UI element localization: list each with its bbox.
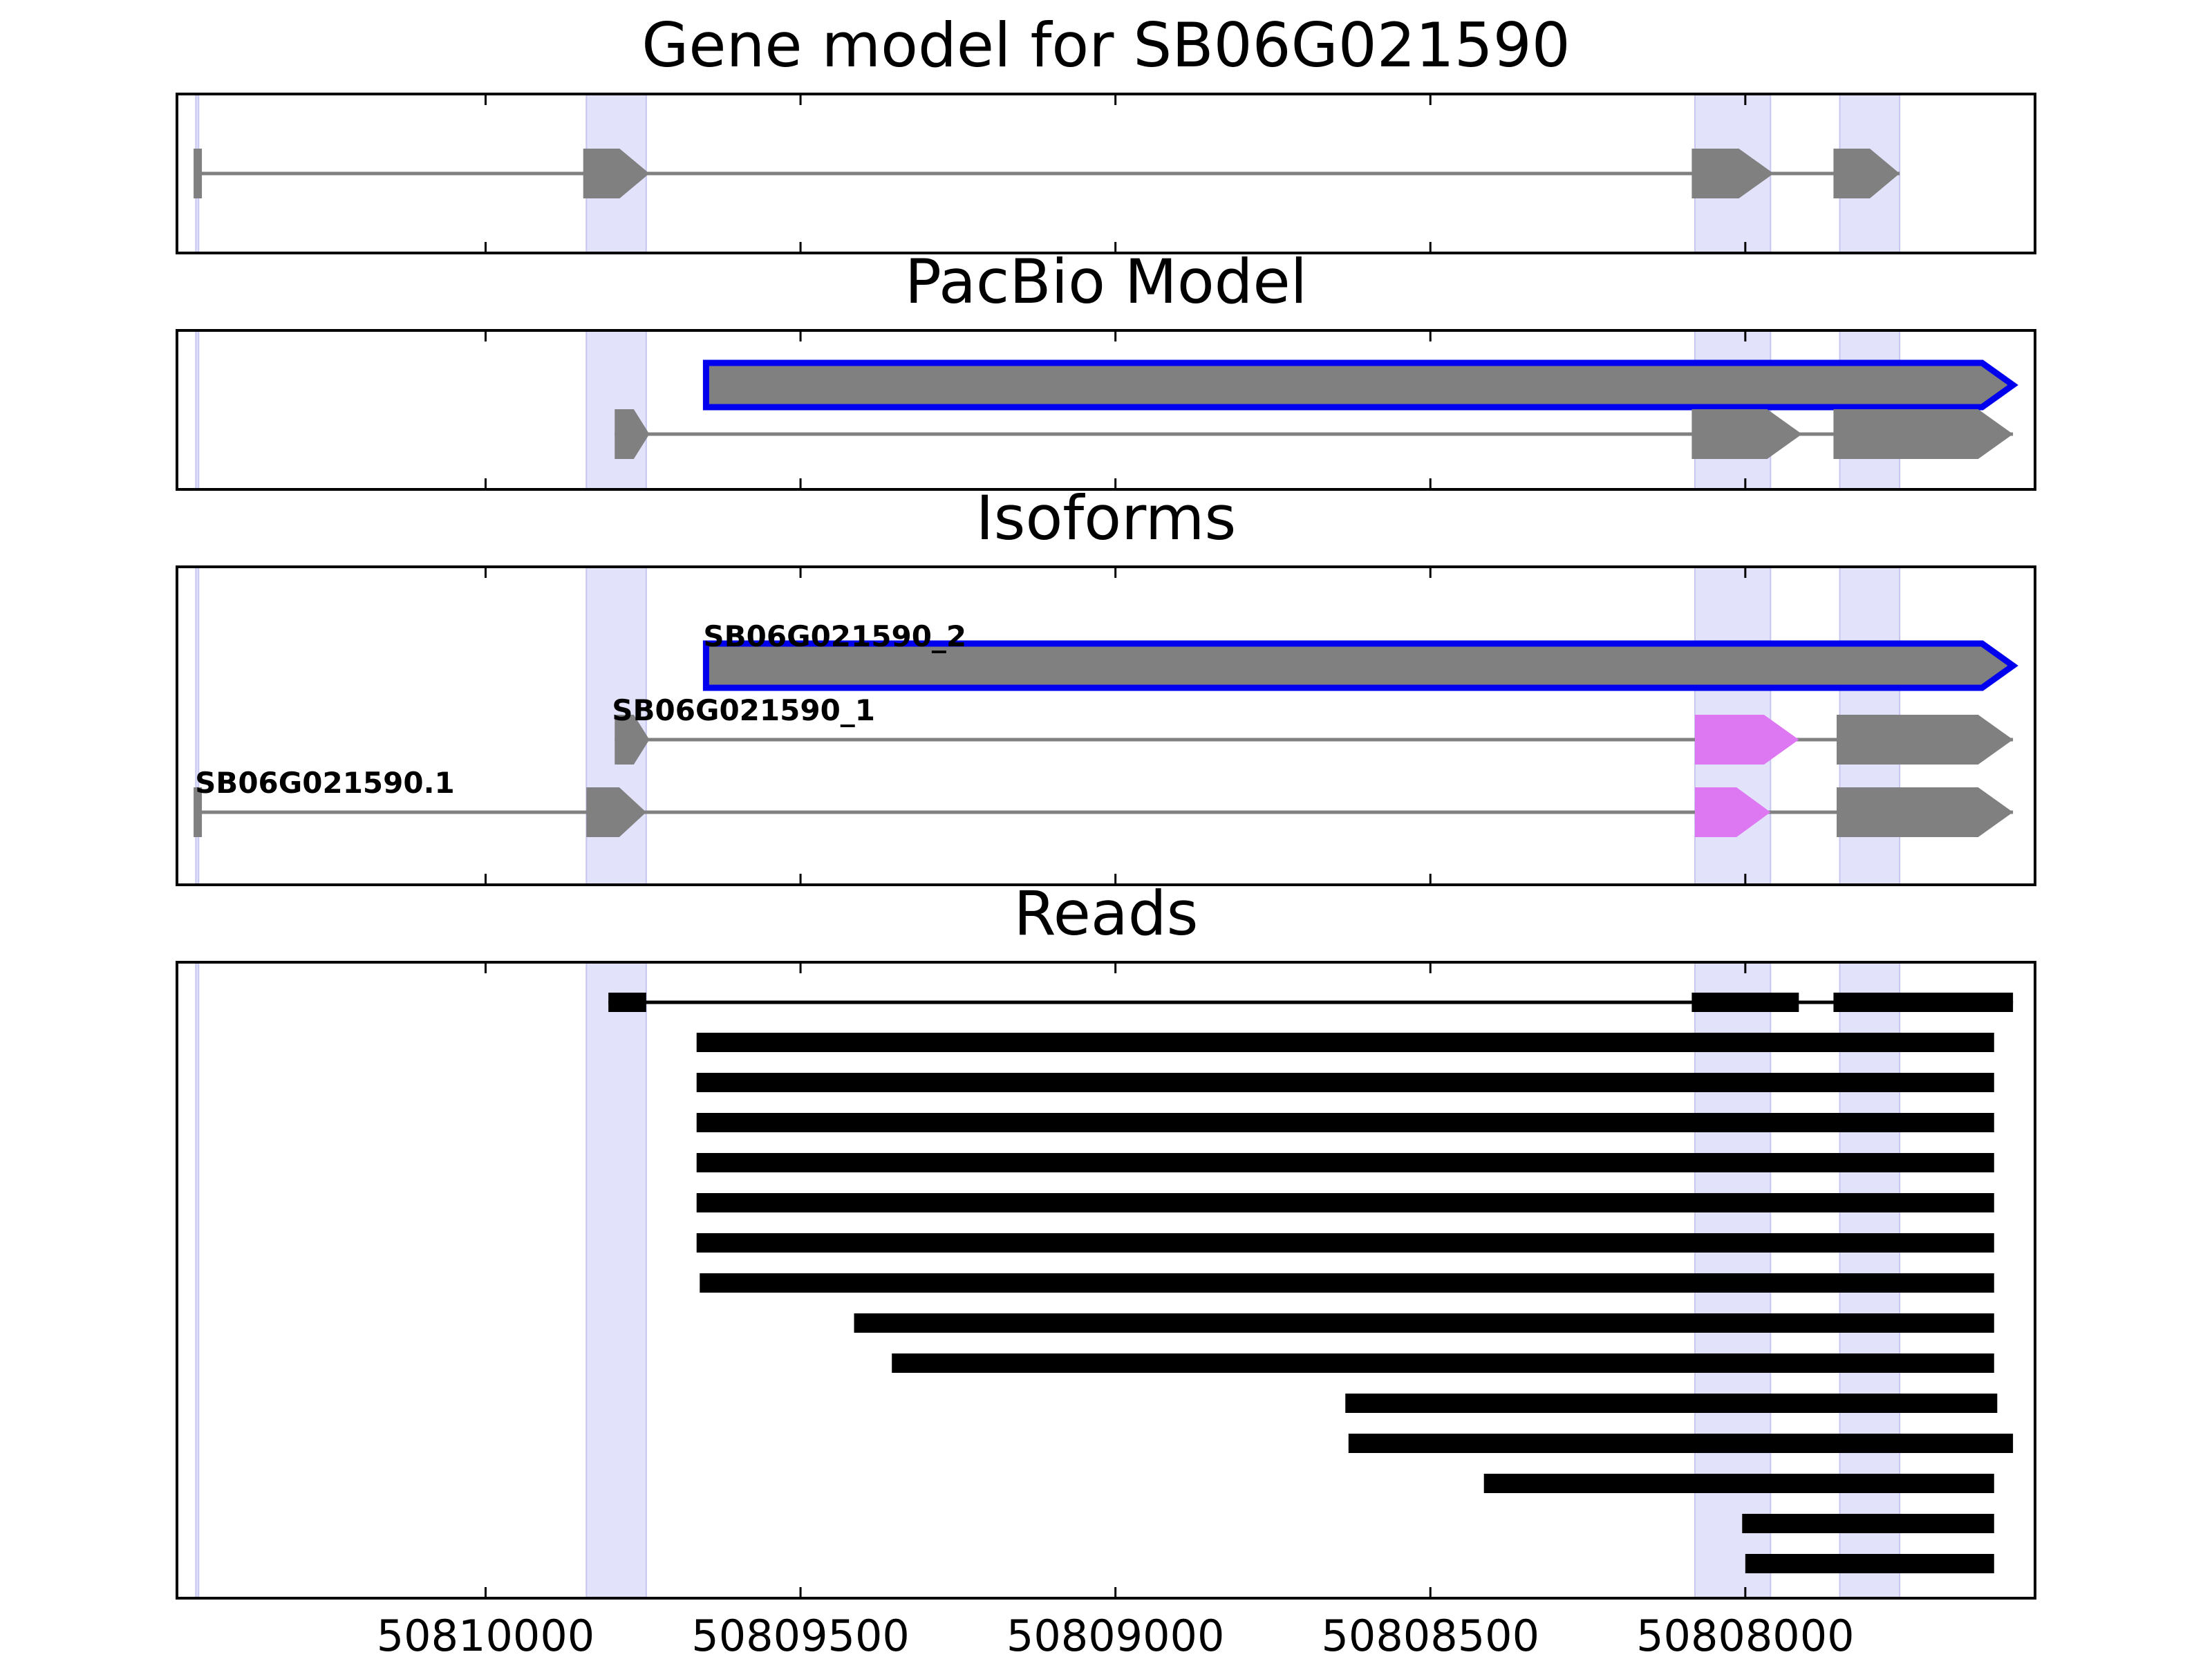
exon <box>194 149 203 198</box>
x-tick-label: 50809000 <box>1006 1611 1225 1659</box>
read-10 <box>892 1353 1994 1373</box>
panel-frame <box>176 565 2036 886</box>
exon <box>1694 715 1799 765</box>
read-block <box>1345 1394 1998 1413</box>
exon <box>1833 149 1900 198</box>
panel-title: Reads <box>1014 878 1199 949</box>
panel-reads: Reads <box>176 878 2036 1600</box>
read-12 <box>1348 1434 2014 1453</box>
highlight-band <box>195 962 200 1599</box>
read-15 <box>1745 1554 1994 1573</box>
read-2 <box>696 1033 1994 1052</box>
exon <box>1836 715 2014 765</box>
read-block <box>1742 1514 1994 1533</box>
read-block <box>1348 1434 2014 1453</box>
x-tick-label: 50810000 <box>377 1611 595 1659</box>
exon <box>1691 149 1774 198</box>
read-block <box>1483 1474 1994 1493</box>
exon <box>194 787 203 837</box>
read-3 <box>696 1073 1994 1092</box>
panel-title: Isoforms <box>976 482 1237 554</box>
exon <box>1691 409 1802 459</box>
read-7 <box>696 1233 1994 1253</box>
transcript-label: SB06G021590.1 <box>195 766 455 800</box>
panel-pacbio-model: PacBio Model <box>176 246 2036 491</box>
highlight-band <box>195 330 200 490</box>
read-block <box>892 1353 1994 1373</box>
read-11 <box>1345 1394 1998 1413</box>
exon <box>583 149 650 198</box>
transcript-1 <box>194 149 1900 198</box>
read-block <box>608 993 646 1012</box>
x-tick-label: 50809500 <box>691 1611 910 1659</box>
highlighted-exon <box>702 640 2018 691</box>
transcript-2: SB06G021590_1 <box>612 693 2014 765</box>
panel-isoforms: Isoforms SB06G021590_2 SB06G021590_1 SB06G0… <box>176 482 2036 886</box>
read-block <box>696 1033 1994 1052</box>
read-14 <box>1742 1514 1994 1533</box>
read-block <box>1691 993 1799 1012</box>
read-9 <box>854 1313 1994 1333</box>
x-tick-label: 50808000 <box>1636 1611 1855 1659</box>
transcript-2 <box>615 409 2014 459</box>
read-block <box>1745 1554 1994 1573</box>
read-8 <box>700 1273 1994 1293</box>
read-block <box>854 1313 1994 1333</box>
transcript-1: SB06G021590_2 <box>702 619 2018 691</box>
exon <box>615 715 650 765</box>
read-13 <box>1483 1474 1994 1493</box>
transcript-3: SB06G021590.1 <box>194 766 2014 837</box>
x-tick-label: 50808500 <box>1321 1611 1539 1659</box>
read-block <box>696 1233 1994 1253</box>
read-6 <box>696 1193 1994 1212</box>
exon <box>1833 409 2014 459</box>
exon <box>1694 787 1771 837</box>
highlighted-exon <box>702 359 2018 411</box>
panel-gene-model: Gene model for SB06G021590 <box>176 10 2036 254</box>
panels-layer: Gene model for SB06G021590 PacBio Model Is… <box>176 10 2036 1659</box>
read-block <box>696 1153 1994 1172</box>
panel-frame <box>176 93 2036 254</box>
panel-title: PacBio Model <box>905 246 1307 317</box>
read-1 <box>608 993 2014 1012</box>
read-block <box>696 1193 1994 1212</box>
exon <box>615 409 650 459</box>
read-block <box>700 1273 1994 1293</box>
read-block <box>1833 993 2014 1012</box>
panel-frame <box>176 329 2036 491</box>
read-block <box>696 1073 1994 1092</box>
exon <box>586 787 646 837</box>
highlight-band <box>585 962 647 1599</box>
read-5 <box>696 1153 1994 1172</box>
read-block <box>696 1113 1994 1132</box>
panel-title: Gene model for SB06G021590 <box>641 10 1571 81</box>
read-4 <box>696 1113 1994 1132</box>
exon <box>1836 787 2014 837</box>
transcript-label: SB06G021590_1 <box>612 693 875 727</box>
transcript-1 <box>702 359 2018 411</box>
panel-frame <box>176 961 2036 1600</box>
transcript-label: SB06G021590_2 <box>703 619 966 653</box>
